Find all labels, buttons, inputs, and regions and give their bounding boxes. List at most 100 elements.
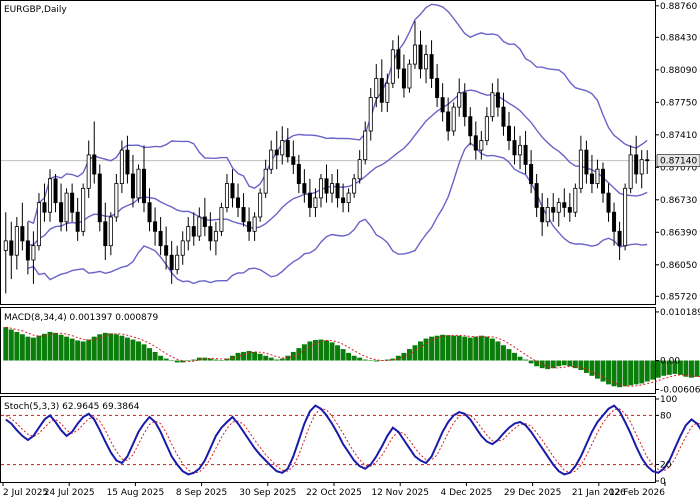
macd-bar <box>324 340 329 361</box>
candle-body <box>363 130 368 161</box>
candle-body <box>589 173 594 184</box>
x-axis-label: 4 Dec 2025 <box>441 488 493 498</box>
macd-bar <box>429 336 435 361</box>
candle-body <box>42 202 47 213</box>
macd-bar <box>484 336 490 361</box>
candle-body <box>3 240 8 251</box>
stoch-axis-label: 100 <box>660 395 677 405</box>
macd-bar <box>8 329 14 361</box>
candle-body <box>247 221 252 232</box>
candle-body <box>606 192 611 213</box>
macd-bar <box>312 340 318 361</box>
macd-bar <box>489 338 495 361</box>
macd-bar <box>141 344 147 361</box>
macd-bar <box>301 344 307 361</box>
candle-body <box>285 140 290 158</box>
candle-body <box>584 149 589 175</box>
candle-body <box>512 140 517 156</box>
macd-bar <box>86 339 92 361</box>
candle-body <box>484 116 489 141</box>
price-axis-label: 0.85720 <box>660 292 697 302</box>
candle-body <box>48 178 53 213</box>
candle-body <box>639 159 644 175</box>
candle-body <box>224 183 229 208</box>
macd-bar <box>661 360 667 376</box>
macd-bar <box>30 337 36 361</box>
x-axis-label: 30 Sep 2025 <box>239 488 296 498</box>
candle-body <box>263 168 268 194</box>
macd-bar <box>606 360 611 385</box>
macd-bar <box>655 360 661 378</box>
candle-body <box>191 226 196 237</box>
candle-body <box>31 245 36 261</box>
candle-body <box>236 197 241 208</box>
candle-body <box>258 192 263 218</box>
price-panel-title: EURGBP,Daily <box>4 5 67 15</box>
candle-body <box>175 254 180 270</box>
macd-bar <box>418 341 423 361</box>
macd-bar <box>91 336 97 361</box>
current-price-tag <box>656 154 700 167</box>
x-axis-label: 2 Jul 2025 <box>3 488 48 498</box>
candle-body <box>75 211 80 232</box>
stoch-panel-title: Stoch(5,3,3) 62.9645 69.3864 <box>4 402 140 412</box>
candle-body <box>645 159 650 162</box>
macd-bar <box>650 360 656 380</box>
candle-body <box>103 221 108 247</box>
candle-body <box>130 173 135 199</box>
macd-bar <box>174 360 180 363</box>
macd-axis-label: 0.010189 <box>660 308 700 318</box>
candle-body <box>307 192 312 208</box>
price-axis-label: 0.86730 <box>660 196 697 206</box>
macd-bar <box>191 359 197 361</box>
macd-bar <box>595 360 600 379</box>
macd-bar <box>113 334 119 361</box>
candle-body <box>230 183 235 199</box>
macd-panel-frame <box>0 307 656 394</box>
stoch-axis-label: 0 <box>660 477 666 487</box>
macd-bar <box>506 349 512 361</box>
candle-body <box>424 54 429 70</box>
macd-bar <box>169 360 175 362</box>
macd-bar <box>185 360 191 362</box>
macd-bar <box>235 352 241 361</box>
candle-body <box>274 149 279 156</box>
price-axis-label: 0.88090 <box>660 66 697 76</box>
candle-body <box>595 168 600 184</box>
macd-bar <box>14 331 20 361</box>
candle-body <box>158 230 163 247</box>
candle-body <box>418 44 423 70</box>
candle-body <box>180 240 185 256</box>
macd-bar <box>572 360 578 369</box>
candle-body <box>556 202 561 213</box>
x-axis-label: 29 Dec 2025 <box>504 488 562 498</box>
candle-body <box>634 154 639 175</box>
x-axis-label: 21 Jan 2026 <box>572 488 626 498</box>
macd-bar <box>158 355 164 361</box>
candle-body <box>25 240 30 261</box>
candle-body <box>164 245 169 256</box>
candle-body <box>412 44 417 65</box>
price-panel-frame <box>0 0 656 305</box>
price-axis-label: 0.87410 <box>660 131 697 141</box>
candle-body <box>435 78 440 98</box>
candle-body <box>529 164 534 184</box>
macd-bar <box>124 337 130 361</box>
macd-bar <box>75 340 81 361</box>
macd-bar <box>633 360 639 385</box>
candle-body <box>219 207 224 232</box>
candle-body <box>86 154 91 189</box>
candle-body <box>280 140 285 156</box>
macd-axis-label: -0.006063 <box>660 385 700 395</box>
candle-body <box>341 197 346 204</box>
candle-body <box>291 156 296 165</box>
macd-bar <box>3 327 9 361</box>
macd-bar <box>362 359 368 361</box>
macd-bar <box>318 339 324 361</box>
candle-body <box>501 106 506 127</box>
macd-bar <box>611 360 617 387</box>
macd-bar <box>97 334 103 361</box>
macd-bar <box>307 341 313 361</box>
candle-body <box>429 54 434 79</box>
